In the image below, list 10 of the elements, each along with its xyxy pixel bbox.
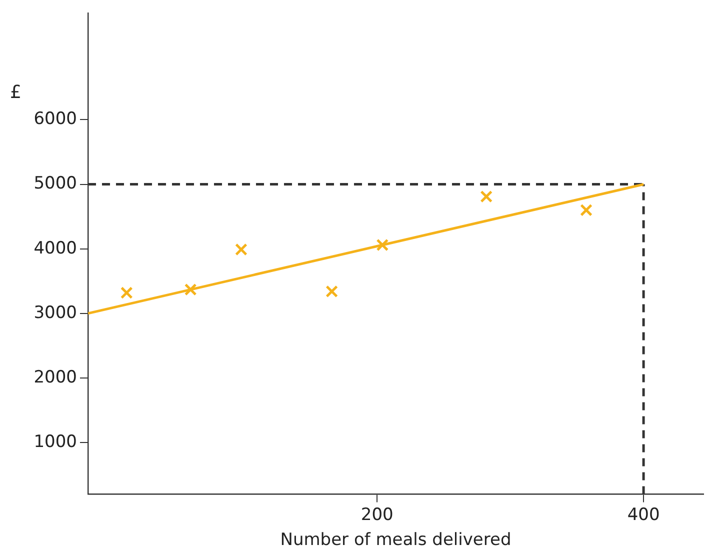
- y-tick-label: 4000: [34, 238, 77, 258]
- x-tick-label: 400: [627, 504, 660, 525]
- y-tick-label: 2000: [34, 367, 77, 388]
- y-tick-label: 5000: [34, 174, 77, 194]
- x-axis-title: Number of meals delivered: [280, 530, 512, 550]
- y-tick-label: 3000: [34, 302, 77, 323]
- y-tick-label: 1000: [34, 432, 77, 452]
- y-axis-title: £: [10, 82, 22, 103]
- x-tick-label: 200: [360, 504, 394, 525]
- y-tick-label: 6000: [34, 109, 77, 130]
